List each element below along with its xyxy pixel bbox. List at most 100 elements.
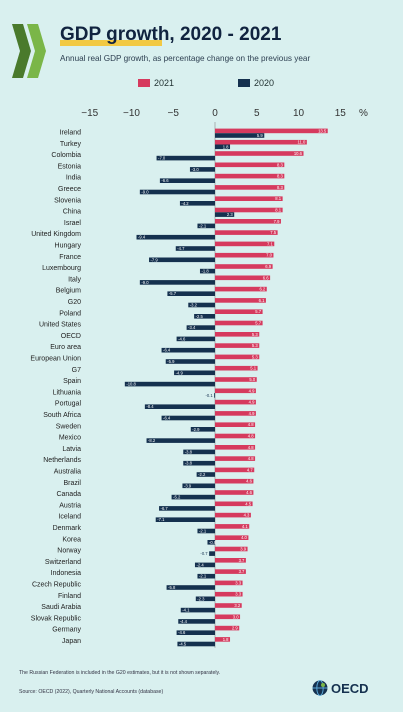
bar-2021 [215, 151, 304, 156]
category-label: Greece [58, 186, 81, 193]
data-label-2020: -2.1 [199, 223, 207, 228]
data-label-2021: 3.2 [234, 603, 240, 608]
category-label: Denmark [53, 525, 82, 532]
data-label-2020: -1.8 [201, 269, 209, 274]
data-label-2020: -6.7 [161, 506, 169, 511]
bar-2020 [166, 585, 215, 590]
data-label-2020: -3.8 [185, 461, 193, 466]
category-label: Mexico [59, 435, 81, 442]
bar-2020 [165, 359, 215, 364]
data-label-2021: 7.5 [270, 230, 276, 235]
data-label-2020: -10.8 [126, 382, 136, 387]
data-label-2021: 4.8 [248, 422, 254, 427]
data-label-2021: 2.9 [232, 626, 238, 631]
data-label-2021: 3.9 [240, 547, 246, 552]
data-label-2021: 4.3 [244, 513, 250, 518]
data-label-2020: -5.7 [169, 291, 177, 296]
category-label: Norway [57, 548, 81, 555]
data-label-2020: -0.7 [200, 551, 208, 556]
category-label: Latvia [62, 446, 81, 453]
bar-2020 [180, 607, 215, 613]
bar-2021 [215, 569, 246, 574]
category-label: Czech Republic [32, 582, 82, 589]
bar-2020 [177, 641, 215, 647]
category-label: Ireland [60, 130, 82, 137]
bar-2021 [215, 365, 258, 371]
data-label-2020: 2.3 [227, 212, 233, 217]
category-label: France [59, 254, 81, 261]
data-label-2021: 8.1 [275, 208, 281, 213]
category-label: Belgium [56, 288, 81, 295]
bar-2021 [215, 298, 266, 303]
data-label-2020: -4.7 [177, 246, 185, 251]
data-label-2020: -2.4 [196, 562, 204, 567]
category-label: United States [39, 322, 82, 329]
category-label: European Union [30, 356, 81, 363]
bar-2021 [215, 388, 256, 394]
bar-2021 [215, 501, 253, 507]
bar-2020 [139, 280, 215, 285]
data-label-2020: -6.6 [161, 178, 169, 183]
data-label-2021: 7.1 [267, 241, 273, 246]
data-label-2020: -4.5 [179, 642, 187, 647]
x-tick-label: −10 [123, 108, 140, 119]
category-label: Switzerland [45, 559, 81, 566]
data-label-2021: 4.9 [249, 388, 255, 393]
chart-subtitle: Annual real GDP growth, as percentage ch… [60, 54, 311, 63]
bar-2020 [161, 415, 215, 421]
bar-2021 [215, 128, 328, 134]
bar-2020 [194, 314, 215, 319]
data-label-2021: 5.3 [252, 332, 258, 337]
data-label-2021: 5.7 [255, 321, 261, 326]
bar-2020 [197, 528, 215, 534]
bar-2020 [175, 246, 215, 251]
x-tick-label: −15 [81, 108, 98, 119]
bar-2021 [215, 264, 273, 269]
category-label: Spain [63, 378, 81, 385]
bar-2020 [195, 596, 215, 602]
category-label: G7 [72, 367, 81, 374]
x-tick-label: 15 [335, 108, 347, 119]
data-label-2021: 8.1 [275, 196, 281, 201]
bar-2021 [215, 535, 249, 540]
bar-2020 [149, 257, 215, 263]
bar-2020 [197, 223, 215, 229]
data-label-2021: 11.0 [298, 140, 307, 145]
category-label: Indonesia [51, 570, 81, 577]
data-label-2021: 3.7 [239, 569, 245, 574]
bar-2021 [215, 445, 256, 450]
bar-2020 [183, 460, 215, 466]
data-label-2021: 4.9 [249, 400, 255, 405]
data-label-2021: 8.3 [277, 162, 283, 167]
bar-2020 [171, 494, 215, 500]
bar-2021 [215, 377, 257, 382]
footnote: The Russian Federation is included in th… [19, 670, 221, 676]
bar-2021 [215, 241, 275, 247]
category-label: India [66, 175, 81, 182]
legend-swatch-2021 [138, 79, 150, 87]
bar-2021 [215, 185, 285, 190]
bar-2021 [215, 433, 256, 439]
data-label-2020: -2.1 [199, 529, 207, 534]
data-label-2021: 5.3 [252, 343, 258, 348]
bar-2020 [124, 381, 215, 387]
data-label-2020: -4.2 [181, 201, 189, 206]
data-label-2020: -5.9 [167, 359, 175, 364]
bar-2021 [215, 422, 256, 427]
data-label-2020: -2.9 [192, 427, 200, 432]
data-label-2020: -3.4 [188, 325, 196, 330]
data-label-2021: 13.5 [318, 128, 327, 133]
category-label: Austria [59, 502, 81, 509]
data-label-2021: 5.7 [255, 309, 261, 314]
bar-2021 [215, 637, 231, 642]
oecd-chevron-logo-icon [12, 24, 46, 78]
category-label: Poland [59, 310, 81, 317]
bar-2021 [215, 173, 285, 179]
data-label-2021: 6.6 [263, 275, 269, 280]
category-label: G20 [68, 299, 81, 306]
category-label: Korea [62, 536, 81, 543]
category-label: Euro area [50, 344, 81, 351]
category-label: Luxembourg [42, 265, 81, 272]
data-label-2020: -3.2 [190, 303, 198, 308]
